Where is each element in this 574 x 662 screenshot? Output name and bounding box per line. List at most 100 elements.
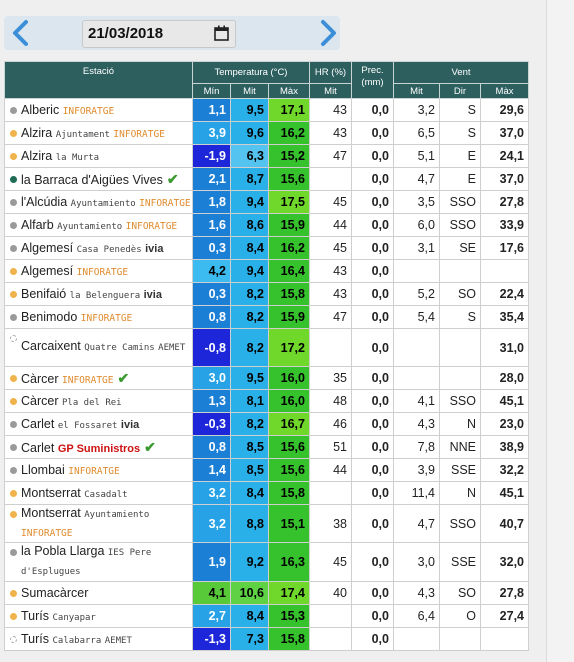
station-name[interactable]: Montserrat	[21, 486, 81, 500]
wind-mean-cell: 3,9	[393, 458, 440, 482]
station-row[interactable]: Algemesí INFORATGE 4,2 9,4 16,4 43 0,0	[4, 259, 530, 283]
wind-header[interactable]: Vent	[392, 61, 530, 84]
wind-direction-cell: N	[439, 412, 481, 436]
station-name[interactable]: Llombai	[21, 463, 65, 477]
temperature-header[interactable]: Temperatura (°C)	[192, 61, 310, 84]
temp-min-header[interactable]: Mín	[192, 83, 231, 99]
station-cell[interactable]: Turís Canyapar	[4, 604, 193, 628]
station-row[interactable]: Turís Calabarra AEMET -1,3 7,3 15,8 0,0	[4, 627, 530, 651]
station-row[interactable]: la Pobla Llarga IES Pere d'Esplugues 1,9 9…	[4, 542, 530, 582]
temp-max-cell: 17,2	[268, 328, 310, 367]
wind-direction-cell: SSO	[439, 213, 481, 237]
wind-max-cell: 28,0	[479, 366, 530, 390]
station-name[interactable]: Alzira	[21, 149, 53, 163]
station-name[interactable]: Alberic	[21, 103, 60, 117]
status-dot-icon	[10, 590, 17, 597]
station-row[interactable]: Alzira la Murta -1,9 6,3 15,2 47 0,0 5,1 E 24,1	[4, 144, 530, 168]
status-dot-icon	[10, 245, 17, 252]
station-cell[interactable]: Algemesí Casa Penedès ivia	[4, 236, 193, 260]
station-cell[interactable]: Benimodo INFORATGE	[4, 305, 193, 329]
status-dot-icon	[10, 268, 17, 275]
station-cell[interactable]: Carcaixent Quatre Camins AEMET	[4, 328, 193, 367]
station-cell[interactable]: Càrcer INFORATGE ✔	[4, 366, 193, 390]
station-cell[interactable]: Montserrat Ayuntamiento INFORATGE	[4, 504, 193, 543]
humidity-cell: 45	[309, 542, 352, 582]
station-row[interactable]: Carlet GP Suministros ✔ 0,8 8,5 15,6 51 0,0 7,8…	[4, 435, 530, 459]
station-cell[interactable]: Càrcer Pla del Rei	[4, 389, 193, 413]
station-name[interactable]: Algemesí	[21, 264, 74, 278]
station-row[interactable]: Carlet el Fossaret ivia -0,3 8,2 16,7 46 0,0 4…	[4, 412, 530, 436]
station-row[interactable]: Alberic INFORATGE 1,1 9,5 17,1 43 0,0 3,2 S 29,6	[4, 98, 530, 122]
station-name[interactable]: Algemesí	[21, 241, 74, 255]
station-row[interactable]: Turís Canyapar 2,7 8,4 15,3 0,0 6,4 O 27,4	[4, 604, 530, 628]
station-row[interactable]: Càrcer INFORATGE ✔ 3,0 9,5 16,0 35 0,0 28,0	[4, 366, 530, 390]
station-cell[interactable]: la Pobla Llarga IES Pere d'Esplugues	[4, 542, 193, 582]
station-name[interactable]: Càrcer	[21, 371, 59, 386]
precipitation-cell: 0,0	[351, 328, 394, 367]
station-name[interactable]: la Pobla Llarga	[21, 544, 105, 558]
station-cell[interactable]: Alzira la Murta	[4, 144, 193, 168]
station-row[interactable]: Montserrat Ayuntamiento INFORATGE 3,2 8,8 1…	[4, 504, 530, 543]
station-cell[interactable]: Benifaió la Belenguera ivia	[4, 282, 193, 306]
station-cell[interactable]: Alberic INFORATGE	[4, 98, 193, 122]
station-name[interactable]: Carlet	[21, 440, 55, 455]
station-name[interactable]: Alzira	[21, 126, 53, 140]
station-header[interactable]: Estació	[4, 61, 193, 99]
station-cell[interactable]: l'Alcúdia Ayuntamiento INFORATGE	[4, 190, 193, 214]
temp-min-cell: -0,3	[192, 412, 231, 436]
temp-mit-header[interactable]: Mit	[230, 83, 269, 99]
status-dot-icon	[10, 398, 17, 405]
station-name[interactable]: Turís	[21, 609, 50, 623]
wind-mean-cell: 7,8	[393, 435, 440, 459]
station-name[interactable]: Càrcer	[21, 394, 59, 408]
station-cell[interactable]: Turís Calabarra AEMET	[4, 627, 193, 651]
hr-mit-header[interactable]: Mit	[309, 83, 352, 99]
station-cell[interactable]: Algemesí INFORATGE	[4, 259, 193, 283]
station-name[interactable]: Benifaió	[21, 287, 67, 301]
precipitation-header[interactable]: Prec. (mm)	[351, 61, 394, 99]
station-name[interactable]: Carlet	[21, 417, 55, 431]
station-row[interactable]: la Barraca d'Aigües Vives ✔ 2,1 8,7 15,6 0,0 4…	[4, 167, 530, 191]
station-cell[interactable]: Sumacàrcer	[4, 581, 193, 605]
station-name[interactable]: Carcaixent	[21, 339, 81, 353]
station-name[interactable]: Benimodo	[21, 310, 78, 324]
temp-min-cell: 3,2	[192, 481, 231, 505]
station-row[interactable]: Benifaió la Belenguera ivia 0,3 8,2 15,8 43 0…	[4, 282, 530, 306]
station-row[interactable]: Sumacàrcer 4,1 10,6 17,4 40 0,0 4,3 SO 27,8	[4, 581, 530, 605]
station-name[interactable]: l'Alcúdia	[21, 195, 68, 209]
wind-dir-header[interactable]: Dir	[439, 83, 481, 99]
wind-max-cell: 22,4	[479, 282, 530, 306]
station-row[interactable]: Alfarb Ayuntamiento INFORATGE 1,6 8,6 15,9 4…	[4, 213, 530, 237]
station-cell[interactable]: Alzira Ajuntament INFORATGE	[4, 121, 193, 145]
wind-direction-cell: SO	[439, 581, 481, 605]
station-cell[interactable]: Carlet GP Suministros ✔	[4, 435, 193, 459]
temp-max-cell: 17,5	[268, 190, 310, 214]
station-cell[interactable]: Carlet el Fossaret ivia	[4, 412, 193, 436]
station-row[interactable]: Algemesí Casa Penedès ivia 0,3 8,4 16,2 45 0,…	[4, 236, 530, 260]
station-name[interactable]: Sumacàrcer	[21, 586, 89, 600]
station-row[interactable]: Alzira Ajuntament INFORATGE 3,9 9,6 16,2 43 0…	[4, 121, 530, 145]
wind-mit-header[interactable]: Mit	[393, 83, 440, 99]
next-day-arrow-icon[interactable]	[315, 19, 341, 47]
calendar-icon[interactable]	[214, 25, 229, 41]
wind-max-header[interactable]: Màx	[479, 83, 530, 99]
station-row[interactable]: Càrcer Pla del Rei 1,3 8,1 16,0 48 0,0 4,1 SSO 4…	[4, 389, 530, 413]
station-row[interactable]: Llombai INFORATGE 1,4 8,5 15,6 44 0,0 3,9 SSE 32…	[4, 458, 530, 482]
station-cell[interactable]: Llombai INFORATGE	[4, 458, 193, 482]
station-name[interactable]: Alfarb	[21, 218, 54, 232]
station-name[interactable]: Montserrat	[21, 506, 81, 520]
station-cell[interactable]: Montserrat Casadalt	[4, 481, 193, 505]
temp-max-header[interactable]: Màx	[268, 83, 310, 99]
station-cell[interactable]: Alfarb Ayuntamiento INFORATGE	[4, 213, 193, 237]
station-cell[interactable]: la Barraca d'Aigües Vives ✔	[4, 167, 193, 191]
station-name[interactable]: la Barraca d'Aigües Vives	[21, 172, 163, 187]
date-input[interactable]: 21/03/2018	[82, 20, 236, 48]
station-row[interactable]: Montserrat Casadalt 3,2 8,4 15,8 0,0 11,4 N 45,…	[4, 481, 530, 505]
humidity-header[interactable]: HR (%)	[309, 61, 352, 84]
previous-day-arrow-icon[interactable]	[8, 19, 34, 47]
station-row[interactable]: Carcaixent Quatre Camins AEMET -0,8 8,2 17,…	[4, 328, 530, 367]
station-row[interactable]: l'Alcúdia Ayuntamiento INFORATGE 1,8 9,4 17…	[4, 190, 530, 214]
station-name[interactable]: Turís	[21, 632, 50, 646]
station-row[interactable]: Benimodo INFORATGE 0,8 8,2 15,9 47 0,0 5,4 S 35,…	[4, 305, 530, 329]
temp-mit-cell: 7,3	[230, 627, 269, 651]
